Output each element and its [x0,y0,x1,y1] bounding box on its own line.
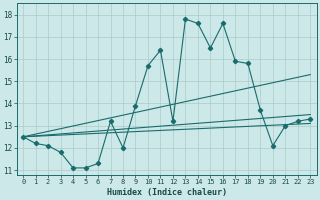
X-axis label: Humidex (Indice chaleur): Humidex (Indice chaleur) [107,188,227,197]
